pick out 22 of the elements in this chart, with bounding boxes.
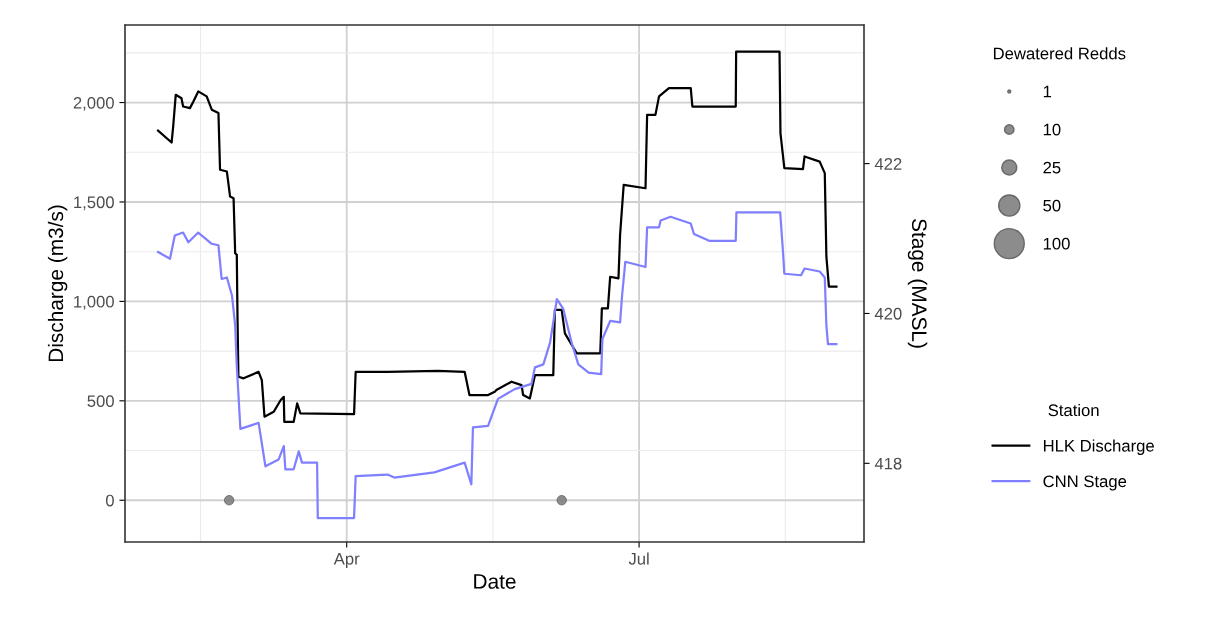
y2-tick-label: 422 bbox=[874, 158, 902, 170]
legend-label: HLK Discharge bbox=[1043, 439, 1154, 455]
legend-label: 25 bbox=[1043, 161, 1061, 174]
legend-label: 100 bbox=[1043, 237, 1070, 250]
text: Dewatered Redds bbox=[993, 47, 1126, 60]
y-axis-title: Discharge (m3/s) bbox=[47, 205, 68, 362]
legend-label: 50 bbox=[1043, 199, 1061, 212]
legend-label: 10 bbox=[1043, 123, 1061, 136]
legend-label: CNN Stage bbox=[1043, 475, 1127, 491]
y-tick-label: 0 bbox=[105, 494, 114, 507]
y-tick-label: 500 bbox=[87, 395, 114, 408]
legend-title: Station bbox=[1048, 403, 1099, 417]
legend-label: 1 bbox=[1043, 85, 1052, 98]
y2-tick-label: 418 bbox=[874, 457, 902, 470]
x-axis-title: Date bbox=[474, 574, 516, 589]
x-tick-label: Jul bbox=[628, 552, 649, 565]
y-tick-label: 2,000 bbox=[73, 96, 114, 111]
y2-axis-title: Stage (MASL) bbox=[907, 219, 928, 348]
y2-tick-label: 420 bbox=[874, 307, 902, 320]
x-tick-label: Apr bbox=[333, 553, 360, 568]
y-tick-label: 1,500 bbox=[74, 196, 114, 211]
y-tick-label: 1,000 bbox=[74, 295, 114, 310]
